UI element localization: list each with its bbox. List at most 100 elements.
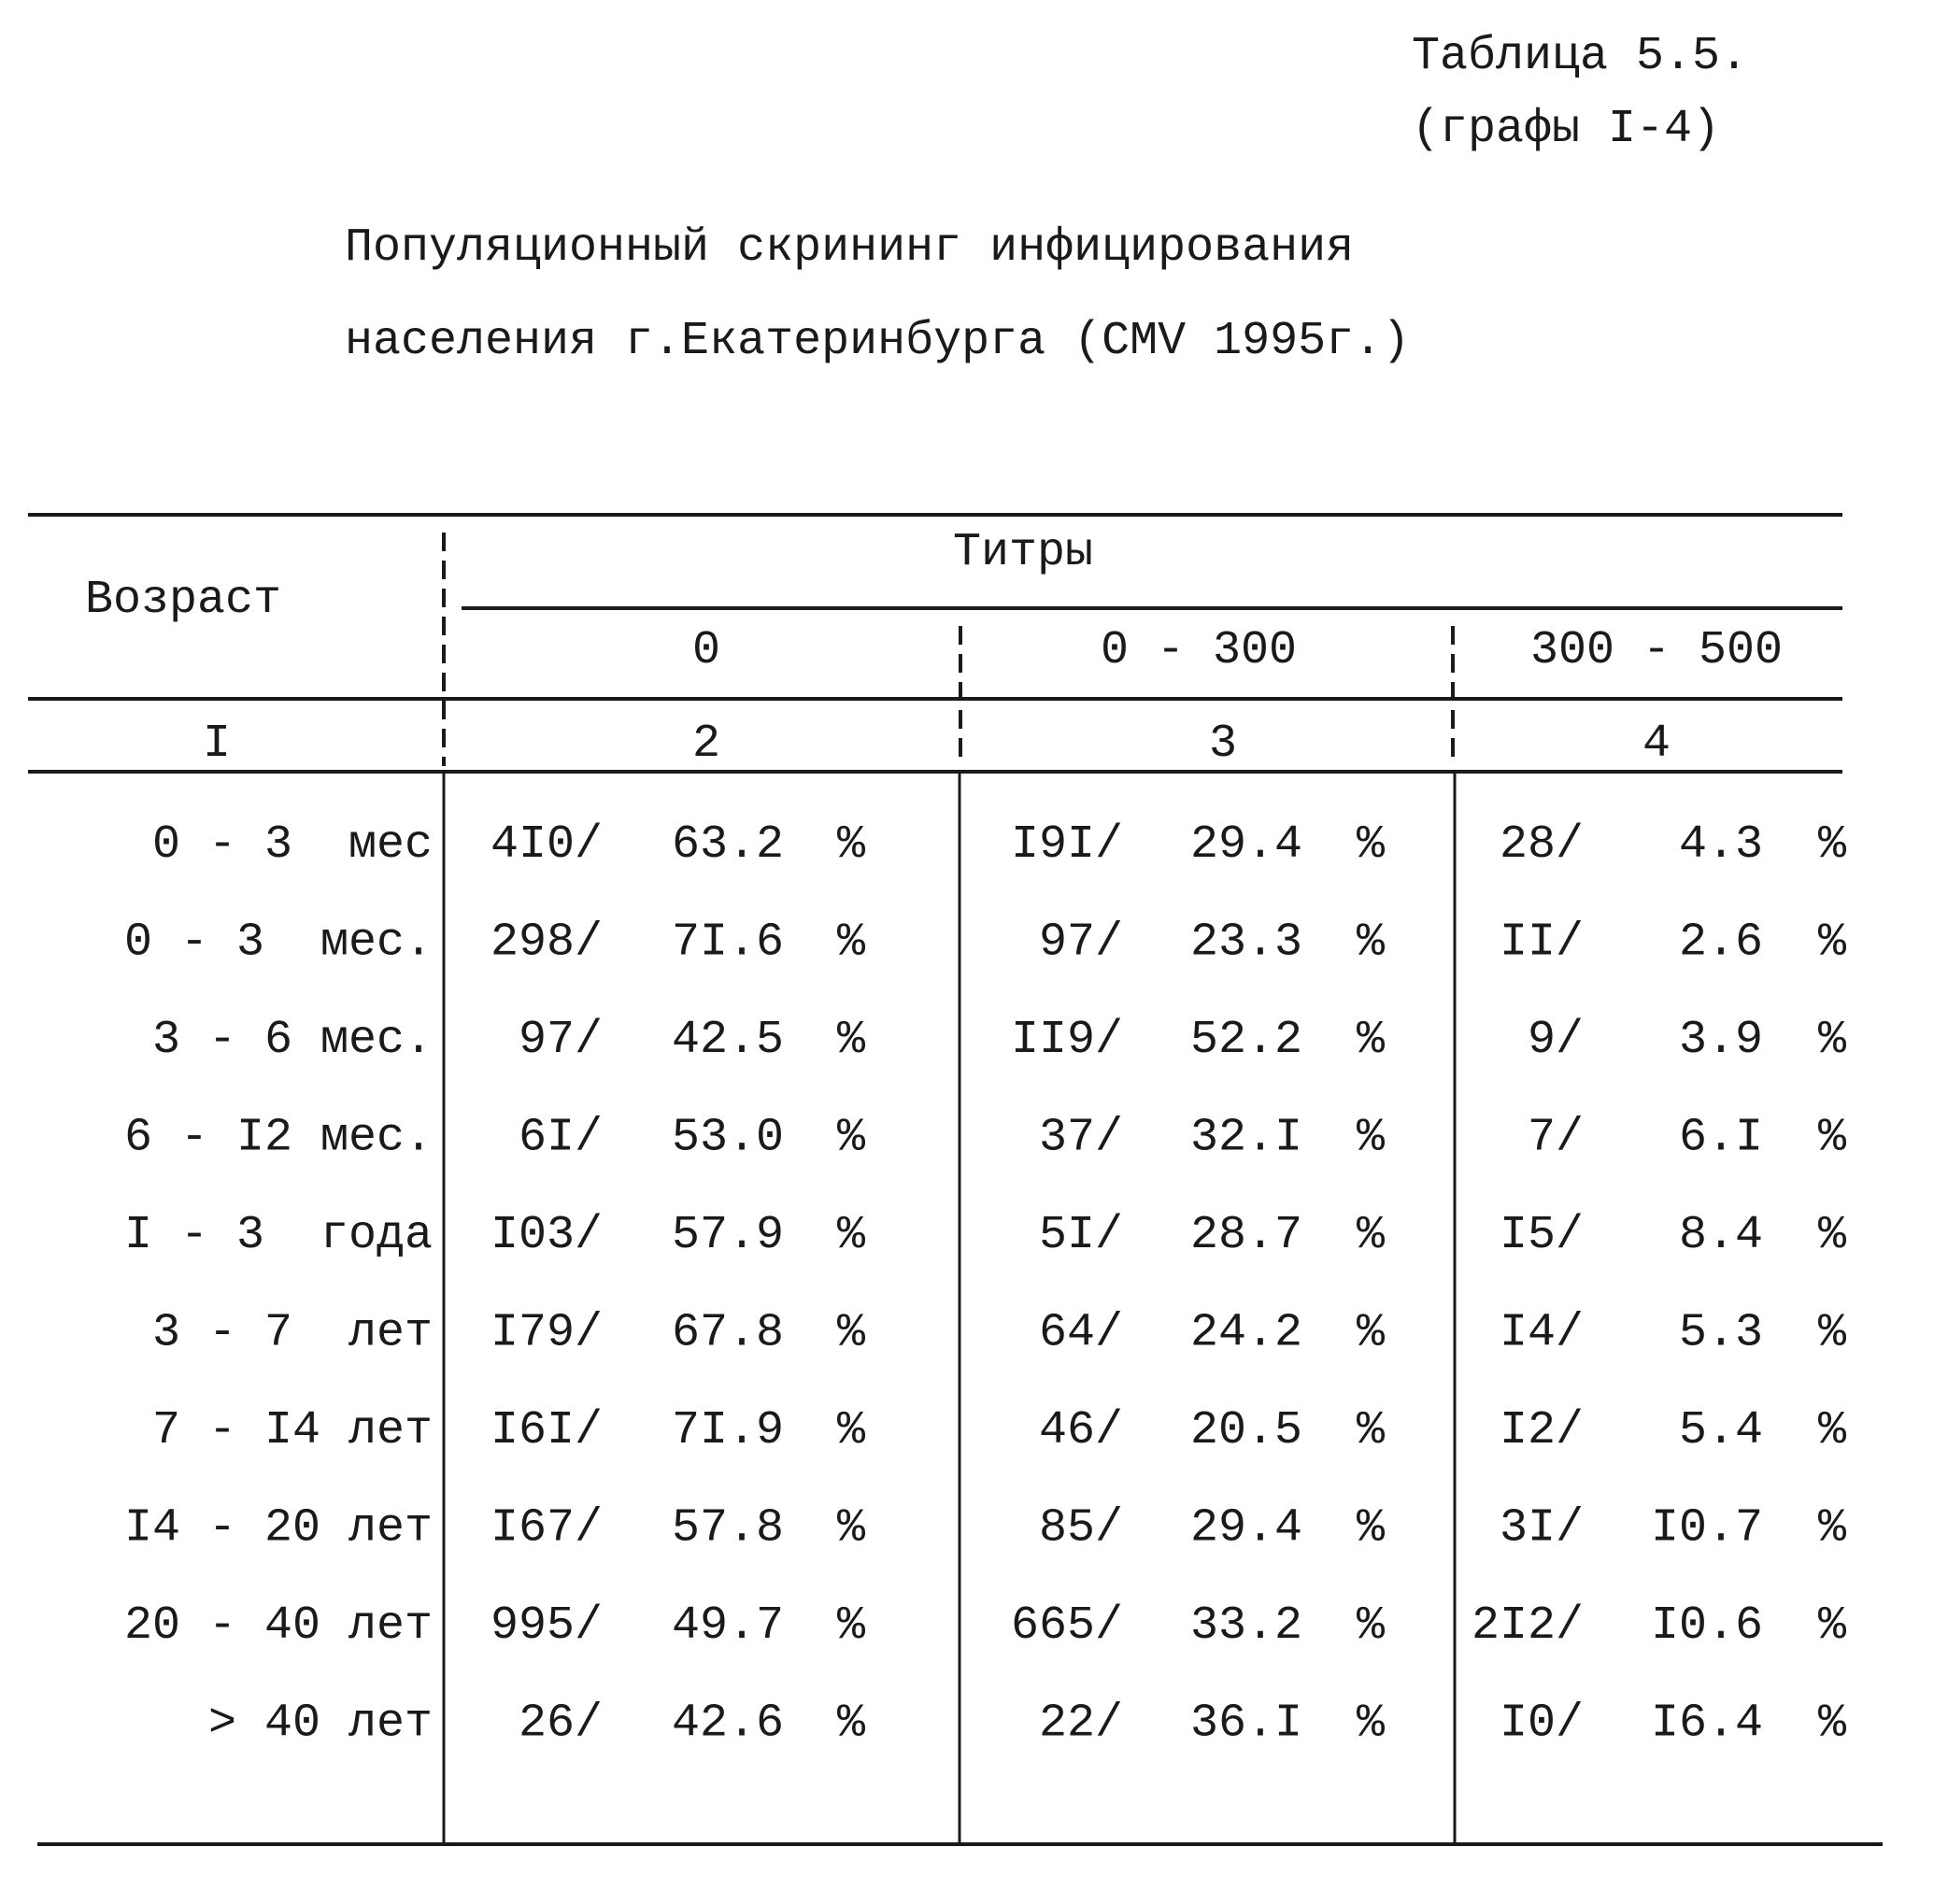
- percent-cell: 53.0: [672, 1112, 784, 1165]
- percent-sign: %: [837, 1014, 866, 1067]
- count-cell: 6I/: [519, 1112, 603, 1165]
- percent-cell: 49.7: [672, 1599, 784, 1653]
- age-cell: 3 - 6 мес.: [152, 1014, 433, 1067]
- table-body: 00 - 300300 - 500I2340 - 3 мес4I0/63.2%I…: [124, 624, 1847, 1751]
- percent-sign: %: [1818, 1599, 1847, 1653]
- count-cell: 37/: [1039, 1112, 1123, 1165]
- percent-cell: 3.9: [1679, 1014, 1763, 1067]
- percent-cell: 28.7: [1190, 1209, 1302, 1262]
- percent-sign: %: [837, 1698, 866, 1751]
- count-cell: 4I0/: [491, 818, 603, 872]
- titer-group: 0 - 300: [1101, 624, 1297, 677]
- count-cell: 22/: [1039, 1698, 1123, 1751]
- count-cell: 46/: [1039, 1404, 1123, 1457]
- percent-sign: %: [1357, 818, 1386, 872]
- percent-cell: I6.4: [1651, 1698, 1763, 1751]
- count-cell: I67/: [491, 1502, 603, 1556]
- age-cell: 0 - 3 мес.: [124, 916, 433, 970]
- percent-sign: %: [1818, 1698, 1847, 1751]
- percent-cell: I0.7: [1651, 1502, 1763, 1556]
- titers-header: Титры: [953, 526, 1093, 579]
- percent-sign: %: [837, 1404, 866, 1457]
- titer-group: 0: [692, 624, 720, 677]
- percent-cell: 29.4: [1190, 818, 1302, 872]
- percent-cell: 32.I: [1190, 1112, 1302, 1165]
- percent-sign: %: [1357, 1502, 1386, 1556]
- percent-cell: 42.6: [672, 1698, 784, 1751]
- age-cell: 0 - 3 мес: [152, 818, 433, 872]
- age-cell: 6 - I2 мес.: [124, 1112, 433, 1165]
- count-cell: I9I/: [1011, 818, 1123, 872]
- count-cell: II9/: [1011, 1014, 1123, 1067]
- count-cell: I0/: [1500, 1698, 1584, 1751]
- count-cell: 85/: [1039, 1502, 1123, 1556]
- percent-cell: 5.4: [1679, 1404, 1763, 1457]
- column-number: 2: [692, 718, 720, 771]
- count-cell: 298/: [491, 916, 603, 970]
- percent-cell: 52.2: [1190, 1014, 1302, 1067]
- columns-note: (графы I-4): [1412, 103, 1720, 156]
- percent-cell: 2.6: [1679, 916, 1763, 970]
- percent-cell: 57.8: [672, 1502, 784, 1556]
- percent-sign: %: [1818, 1112, 1847, 1165]
- count-cell: 9/: [1528, 1014, 1584, 1067]
- table-label: Таблица 5.5.: [1412, 30, 1748, 83]
- count-cell: I4/: [1500, 1307, 1584, 1360]
- count-cell: 26/: [519, 1698, 603, 1751]
- column-number: 3: [1209, 718, 1237, 771]
- age-cell: 7 - I4 лет: [152, 1404, 433, 1457]
- age-cell: 3 - 7 лет: [152, 1307, 433, 1360]
- percent-sign: %: [837, 1599, 866, 1653]
- percent-cell: 33.2: [1190, 1599, 1302, 1653]
- percent-sign: %: [1357, 1307, 1386, 1360]
- age-cell: I - 3 года: [124, 1209, 433, 1262]
- title-line: населения г.Екатеринбурга (CMV 1995г.): [345, 315, 1410, 368]
- title-line: Популяционный скрининг инфицирования: [345, 221, 1354, 275]
- column-number: I: [203, 718, 231, 771]
- count-cell: 995/: [491, 1599, 603, 1653]
- count-cell: I5/: [1500, 1209, 1584, 1262]
- percent-cell: 67.8: [672, 1307, 784, 1360]
- percent-sign: %: [1357, 1404, 1386, 1457]
- percent-sign: %: [1357, 1014, 1386, 1067]
- percent-cell: 7I.6: [672, 916, 784, 970]
- count-cell: 5I/: [1039, 1209, 1123, 1262]
- age-header: Возраст: [85, 574, 281, 627]
- percent-cell: 29.4: [1190, 1502, 1302, 1556]
- count-cell: 97/: [1039, 916, 1123, 970]
- age-cell: 20 - 40 лет: [124, 1599, 433, 1653]
- percent-cell: 23.3: [1190, 916, 1302, 970]
- count-cell: 28/: [1500, 818, 1584, 872]
- count-cell: I03/: [491, 1209, 603, 1262]
- column-number: 4: [1642, 718, 1671, 771]
- count-cell: II/: [1500, 916, 1584, 970]
- count-cell: 665/: [1011, 1599, 1123, 1653]
- titer-group: 300 - 500: [1530, 624, 1783, 677]
- count-cell: 2I2/: [1472, 1599, 1584, 1653]
- percent-cell: 7I.9: [672, 1404, 784, 1457]
- count-cell: 97/: [519, 1014, 603, 1067]
- percent-sign: %: [1357, 1698, 1386, 1751]
- percent-sign: %: [1357, 1209, 1386, 1262]
- percent-cell: 57.9: [672, 1209, 784, 1262]
- percent-sign: %: [1818, 1014, 1847, 1067]
- percent-cell: 36.I: [1190, 1698, 1302, 1751]
- count-cell: I2/: [1500, 1404, 1584, 1457]
- count-cell: I79/: [491, 1307, 603, 1360]
- percent-sign: %: [1818, 1307, 1847, 1360]
- percent-cell: 20.5: [1190, 1404, 1302, 1457]
- percent-cell: 24.2: [1190, 1307, 1302, 1360]
- count-cell: 64/: [1039, 1307, 1123, 1360]
- percent-sign: %: [1818, 1209, 1847, 1262]
- percent-sign: %: [1818, 1404, 1847, 1457]
- age-cell: I4 - 20 лет: [124, 1502, 433, 1556]
- percent-sign: %: [1818, 1502, 1847, 1556]
- percent-sign: %: [1818, 818, 1847, 872]
- count-cell: 7/: [1528, 1112, 1584, 1165]
- percent-sign: %: [837, 916, 866, 970]
- count-cell: I6I/: [491, 1404, 603, 1457]
- percent-sign: %: [1357, 916, 1386, 970]
- percent-cell: I0.6: [1651, 1599, 1763, 1653]
- percent-sign: %: [837, 818, 866, 872]
